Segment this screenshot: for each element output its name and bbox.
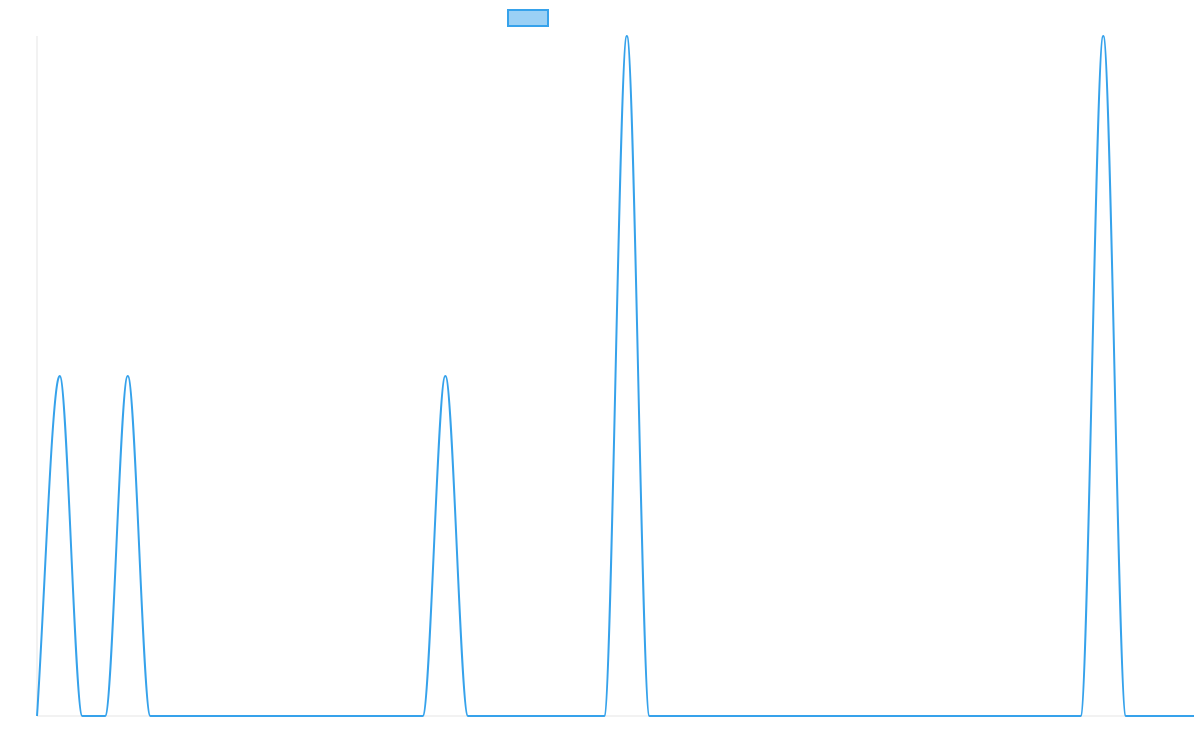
data-point[interactable]: [1078, 713, 1084, 719]
data-point[interactable]: [352, 713, 358, 719]
data-point[interactable]: [964, 713, 970, 719]
legend[interactable]: [507, 9, 549, 27]
data-point[interactable]: [193, 713, 199, 719]
data-point[interactable]: [329, 713, 335, 719]
data-point[interactable]: [284, 713, 290, 719]
data-point[interactable]: [669, 713, 675, 719]
data-point[interactable]: [215, 713, 221, 719]
data-point[interactable]: [442, 373, 448, 379]
data-point[interactable]: [919, 713, 925, 719]
data-point[interactable]: [1191, 713, 1197, 719]
data-point[interactable]: [692, 713, 698, 719]
data-point[interactable]: [488, 713, 494, 719]
data-point[interactable]: [873, 713, 879, 719]
data-point[interactable]: [510, 713, 516, 719]
data-point[interactable]: [238, 713, 244, 719]
data-point[interactable]: [896, 713, 902, 719]
data-point[interactable]: [941, 713, 947, 719]
series-group: [34, 33, 1197, 719]
data-point[interactable]: [647, 713, 653, 719]
data-point[interactable]: [737, 713, 743, 719]
data-point[interactable]: [420, 713, 426, 719]
data-point[interactable]: [34, 713, 40, 719]
data-point[interactable]: [783, 713, 789, 719]
data-point[interactable]: [1032, 713, 1038, 719]
data-point[interactable]: [102, 713, 108, 719]
data-point[interactable]: [987, 713, 993, 719]
data-point[interactable]: [1010, 713, 1016, 719]
series-line-0[interactable]: [36, 34, 1194, 717]
data-point[interactable]: [125, 373, 131, 379]
legend-swatch[interactable]: [507, 9, 549, 27]
data-point[interactable]: [556, 713, 562, 719]
data-point[interactable]: [715, 713, 721, 719]
data-point[interactable]: [851, 713, 857, 719]
data-point[interactable]: [601, 713, 607, 719]
data-point[interactable]: [170, 713, 176, 719]
data-point[interactable]: [1055, 713, 1061, 719]
data-point[interactable]: [1100, 33, 1106, 39]
data-point[interactable]: [1146, 713, 1152, 719]
data-point[interactable]: [397, 713, 403, 719]
data-point[interactable]: [1168, 713, 1174, 719]
data-point[interactable]: [1123, 713, 1129, 719]
data-point[interactable]: [79, 713, 85, 719]
data-point[interactable]: [828, 713, 834, 719]
data-point[interactable]: [261, 713, 267, 719]
data-point[interactable]: [805, 713, 811, 719]
data-point[interactable]: [374, 713, 380, 719]
data-point[interactable]: [578, 713, 584, 719]
data-point[interactable]: [624, 33, 630, 39]
data-point[interactable]: [760, 713, 766, 719]
data-point[interactable]: [533, 713, 539, 719]
data-point[interactable]: [306, 713, 312, 719]
data-point[interactable]: [147, 713, 153, 719]
data-point[interactable]: [465, 713, 471, 719]
data-point[interactable]: [57, 373, 63, 379]
